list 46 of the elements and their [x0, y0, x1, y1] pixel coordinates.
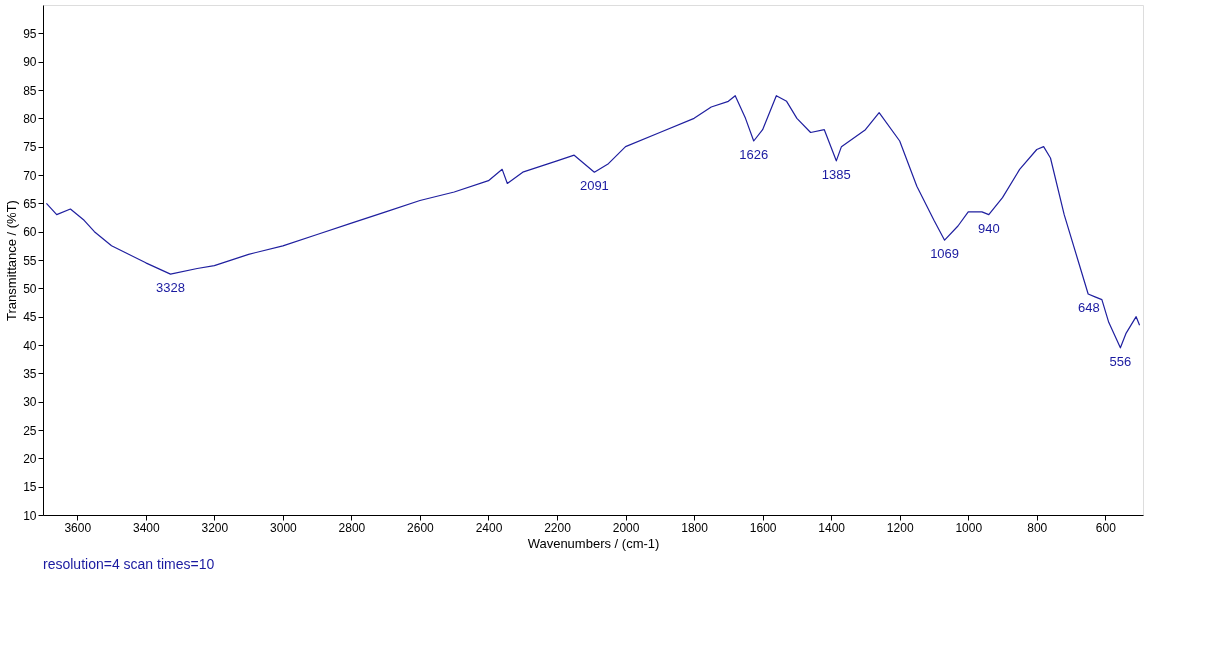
annotation: 3328 — [156, 280, 185, 296]
x-tick-label: 2400 — [475, 520, 503, 535]
y-tick-label: 45 — [23, 310, 37, 325]
y-axis-title: Transmittance / (%T) — [4, 200, 20, 321]
x-tick-label: 1200 — [886, 520, 914, 535]
y-tick-label: 25 — [23, 423, 37, 438]
y-tick-label: 80 — [23, 111, 37, 126]
annotation: 2091 — [579, 178, 609, 194]
y-tick-label: 55 — [23, 253, 37, 268]
annotation: 556 — [1109, 353, 1132, 369]
x-tick-label: 3600 — [64, 520, 92, 535]
y-tick-label: 20 — [23, 451, 37, 466]
y-tick-label: 85 — [23, 83, 37, 98]
x-tick-label: 3200 — [201, 520, 229, 535]
x-tick-label: 2600 — [407, 520, 435, 535]
x-tick-label: 1800 — [681, 520, 709, 535]
annotation: 1069 — [930, 246, 960, 262]
y-tick-label: 10 — [23, 508, 37, 523]
x-tick-label: 3400 — [132, 520, 160, 535]
y-tick-label: 60 — [23, 225, 37, 240]
x-tick-label: 1000 — [955, 520, 983, 535]
text: resolution=4 scan times=10 — [43, 556, 215, 572]
annotation: 940 — [977, 220, 1000, 236]
y-tick-label: 15 — [23, 480, 37, 495]
y-tick-label: 65 — [23, 196, 37, 211]
x-tick-label: 2200 — [544, 520, 572, 535]
annotation: 1385 — [821, 166, 851, 182]
line-series — [45, 95, 1141, 349]
y-tick-label: 90 — [23, 55, 37, 70]
x-tick-label: 600 — [1095, 520, 1117, 535]
x-tick-label: 1400 — [818, 520, 846, 535]
y-tick-label: 30 — [23, 395, 37, 410]
x-tick-label: 2000 — [612, 520, 640, 535]
x-axis-title: Wavenumbers / (cm-1) — [527, 535, 660, 551]
y-tick-label: 70 — [23, 168, 37, 183]
y-tick-label: 75 — [23, 140, 37, 155]
y-tick-label: 95 — [23, 26, 37, 41]
x-tick-label: 800 — [1027, 520, 1048, 535]
y-tick-label: 40 — [23, 338, 37, 353]
annotation: 1626 — [739, 147, 769, 162]
annotation: 648 — [1078, 300, 1100, 315]
x-tick-label: 1600 — [749, 520, 777, 535]
y-tick-label: 35 — [23, 366, 37, 381]
x-tick-label: 2800 — [338, 520, 366, 535]
y-tick-label: 50 — [23, 281, 37, 296]
x-tick-label: 3000 — [270, 520, 298, 535]
